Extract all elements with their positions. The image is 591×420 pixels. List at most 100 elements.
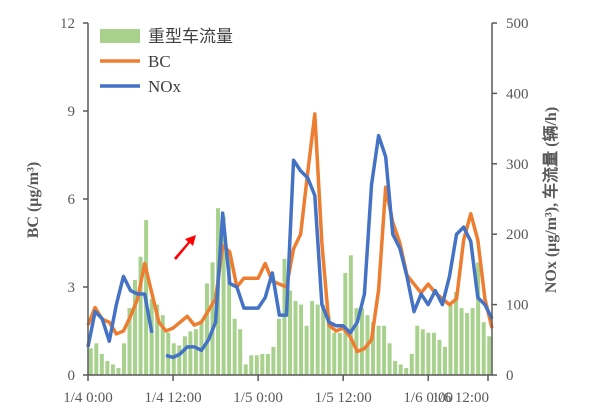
traffic-bar xyxy=(476,262,481,375)
traffic-bar xyxy=(332,332,337,375)
traffic-bar xyxy=(243,364,248,375)
traffic-bar xyxy=(343,272,348,375)
red-arrow-annotation xyxy=(174,235,196,260)
traffic-bars xyxy=(88,208,492,375)
traffic-bar xyxy=(354,308,359,375)
traffic-bar xyxy=(282,258,287,375)
right-tick-label: 0 xyxy=(506,368,514,384)
traffic-bar xyxy=(133,279,138,375)
traffic-bar xyxy=(254,355,259,375)
legend-label-bc: BC xyxy=(148,52,171,71)
x-tick-label: 1/6 12:00 xyxy=(432,390,489,406)
traffic-bar xyxy=(160,315,165,375)
right-tick-label: 200 xyxy=(506,227,529,243)
traffic-bar xyxy=(271,346,276,375)
traffic-bar xyxy=(210,262,215,375)
nox-line xyxy=(86,274,154,348)
traffic-bar xyxy=(116,367,121,375)
left-tick-label: 6 xyxy=(68,192,76,208)
legend-swatch-traffic xyxy=(100,29,140,43)
traffic-bar xyxy=(99,353,104,375)
traffic-bar xyxy=(398,364,403,375)
right-y-axis: 0 100 200 300 400 500 xyxy=(491,16,529,384)
traffic-bar xyxy=(337,332,342,375)
traffic-bar xyxy=(448,304,453,375)
traffic-bar xyxy=(409,353,414,375)
traffic-bar xyxy=(221,216,226,375)
right-tick-label: 100 xyxy=(506,298,529,314)
traffic-bar xyxy=(481,322,486,375)
traffic-bar xyxy=(431,332,436,375)
traffic-bar xyxy=(88,348,93,375)
traffic-bar xyxy=(182,336,187,375)
traffic-bar xyxy=(426,332,431,375)
traffic-bar xyxy=(420,329,425,375)
traffic-bar xyxy=(227,258,232,375)
right-tick-label: 300 xyxy=(506,157,529,173)
traffic-bar xyxy=(121,343,126,375)
traffic-bar xyxy=(470,308,475,375)
traffic-bar xyxy=(260,353,265,375)
traffic-bar xyxy=(382,325,387,375)
left-y-axis: 0 3 6 9 12 xyxy=(60,16,89,384)
traffic-bar xyxy=(188,331,193,375)
traffic-bar xyxy=(304,325,309,375)
x-tick-label: 1/5 12:00 xyxy=(315,390,372,406)
traffic-bar xyxy=(177,345,182,375)
nox-line xyxy=(165,133,494,360)
left-tick-label: 9 xyxy=(68,104,76,120)
left-tick-label: 12 xyxy=(60,16,75,32)
left-tick-label: 3 xyxy=(68,280,76,296)
series-lines xyxy=(86,112,494,360)
traffic-bar xyxy=(376,325,381,375)
traffic-bar xyxy=(293,301,298,375)
traffic-bar xyxy=(105,360,110,375)
right-tick-label: 400 xyxy=(506,86,529,102)
left-tick-label: 0 xyxy=(68,368,76,384)
traffic-bar xyxy=(404,367,409,375)
traffic-bar xyxy=(155,304,160,375)
traffic-bar xyxy=(326,315,331,375)
traffic-bar xyxy=(310,301,315,375)
traffic-bar xyxy=(387,343,392,375)
traffic-bar xyxy=(454,291,459,375)
traffic-bar xyxy=(437,339,442,375)
traffic-bar xyxy=(288,290,292,375)
traffic-bar xyxy=(138,256,143,375)
x-tick-label: 1/4 12:00 xyxy=(145,390,202,406)
traffic-bar xyxy=(465,313,470,375)
traffic-bar xyxy=(127,308,132,375)
traffic-bar xyxy=(171,343,176,375)
traffic-bar xyxy=(299,304,304,375)
traffic-bar xyxy=(459,308,464,375)
legend: 重型车流量 BC NOx xyxy=(100,27,233,96)
traffic-bar xyxy=(110,364,115,375)
traffic-bar xyxy=(276,318,281,375)
right-tick-label: 500 xyxy=(506,16,529,32)
traffic-bar xyxy=(166,332,171,375)
traffic-bar xyxy=(232,318,237,375)
x-tick-label: 1/6 0:00 xyxy=(403,390,453,406)
traffic-bar xyxy=(265,353,270,375)
traffic-bar xyxy=(94,343,99,375)
y-axis-title-right: NOx (μg/m³), 车流量 (辆/h) xyxy=(541,107,560,293)
traffic-bar xyxy=(321,304,326,375)
traffic-bar xyxy=(359,308,364,375)
x-tick-label: 1/4 0:00 xyxy=(63,390,113,406)
traffic-bar xyxy=(415,325,420,375)
traffic-bar xyxy=(315,304,320,375)
traffic-bar xyxy=(393,360,398,375)
traffic-bar xyxy=(348,255,353,375)
traffic-bar xyxy=(193,329,198,375)
traffic-bar xyxy=(442,346,447,375)
traffic-bar xyxy=(238,329,243,375)
legend-label-nox: NOx xyxy=(148,77,182,96)
traffic-bar xyxy=(249,355,254,375)
x-tick-label: 1/5 0:00 xyxy=(233,390,283,406)
y-axis-title-left: BC (μg/m³) xyxy=(25,162,42,239)
traffic-bar xyxy=(487,336,492,375)
traffic-bar xyxy=(149,298,154,375)
traffic-bar xyxy=(204,283,209,375)
legend-label-traffic: 重型车流量 xyxy=(148,27,233,46)
